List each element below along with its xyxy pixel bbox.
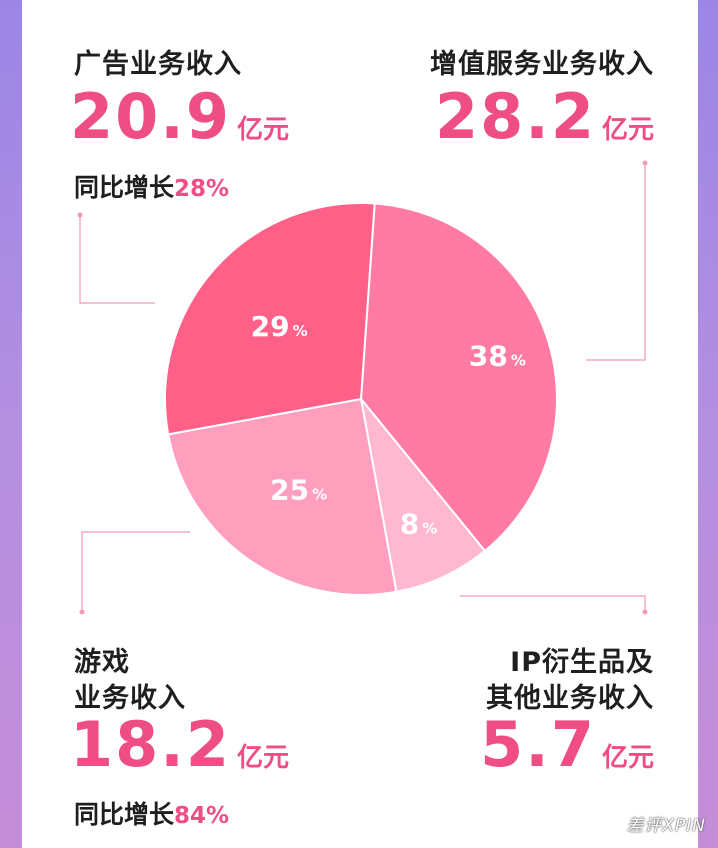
ad-revenue-title: 广告业务收入 xyxy=(74,49,242,80)
ip-revenue-title-line1: IP衍生品及 xyxy=(510,647,654,678)
vas-revenue-title: 增值服务业务收入 xyxy=(430,49,654,80)
game-revenue-title-line1: 游戏 xyxy=(74,647,130,678)
pie-slice xyxy=(359,202,558,553)
vas-amount-value: 28.2 xyxy=(435,80,596,153)
ad-amount-value: 20.9 xyxy=(70,80,231,153)
slice-percent-label: 25% xyxy=(270,473,327,506)
game-amount-value: 18.2 xyxy=(70,708,231,781)
game-revenue-title-line2: 业务收入 xyxy=(74,683,186,714)
leader-line xyxy=(586,163,646,361)
ip-amount-unit: 亿元 xyxy=(601,743,654,773)
ad-amount-unit: 亿元 xyxy=(236,115,289,145)
ip-revenue-amount: 5.7 亿元 xyxy=(480,714,654,776)
leader-dot xyxy=(77,212,83,218)
leader-line xyxy=(79,215,155,304)
pie-slice xyxy=(360,398,487,593)
game-yoy: 同比增长84% xyxy=(74,795,229,831)
game-yoy-label: 同比增长 xyxy=(74,800,175,829)
game-amount-unit: 亿元 xyxy=(236,743,289,773)
leader-line xyxy=(81,531,190,612)
ad-yoy-value: 28% xyxy=(174,176,230,202)
leader-dot xyxy=(79,609,85,615)
ad-yoy: 同比增长28% xyxy=(74,168,229,204)
slice-percent-label: 29% xyxy=(251,310,308,343)
game-revenue-amount: 18.2 亿元 xyxy=(70,714,289,776)
leader-dot xyxy=(642,609,648,615)
ip-amount-value: 5.7 xyxy=(480,708,596,781)
vas-amount-unit: 亿元 xyxy=(601,115,654,145)
ip-revenue-title-line2: 其他业务收入 xyxy=(486,683,654,714)
vas-revenue-amount: 28.2 亿元 xyxy=(435,86,654,148)
ad-revenue-amount: 20.9 亿元 xyxy=(70,86,289,148)
pie-slice xyxy=(164,202,376,436)
game-yoy-value: 84% xyxy=(174,803,230,829)
slice-percent-label: 8% xyxy=(400,508,438,541)
ad-yoy-label: 同比增长 xyxy=(74,173,175,202)
leader-dot xyxy=(642,160,648,166)
leader-line xyxy=(460,595,646,612)
slice-percent-label: 38% xyxy=(469,340,526,373)
pie-slice xyxy=(167,397,398,596)
watermark-logo: 差评XPIN xyxy=(626,816,706,836)
